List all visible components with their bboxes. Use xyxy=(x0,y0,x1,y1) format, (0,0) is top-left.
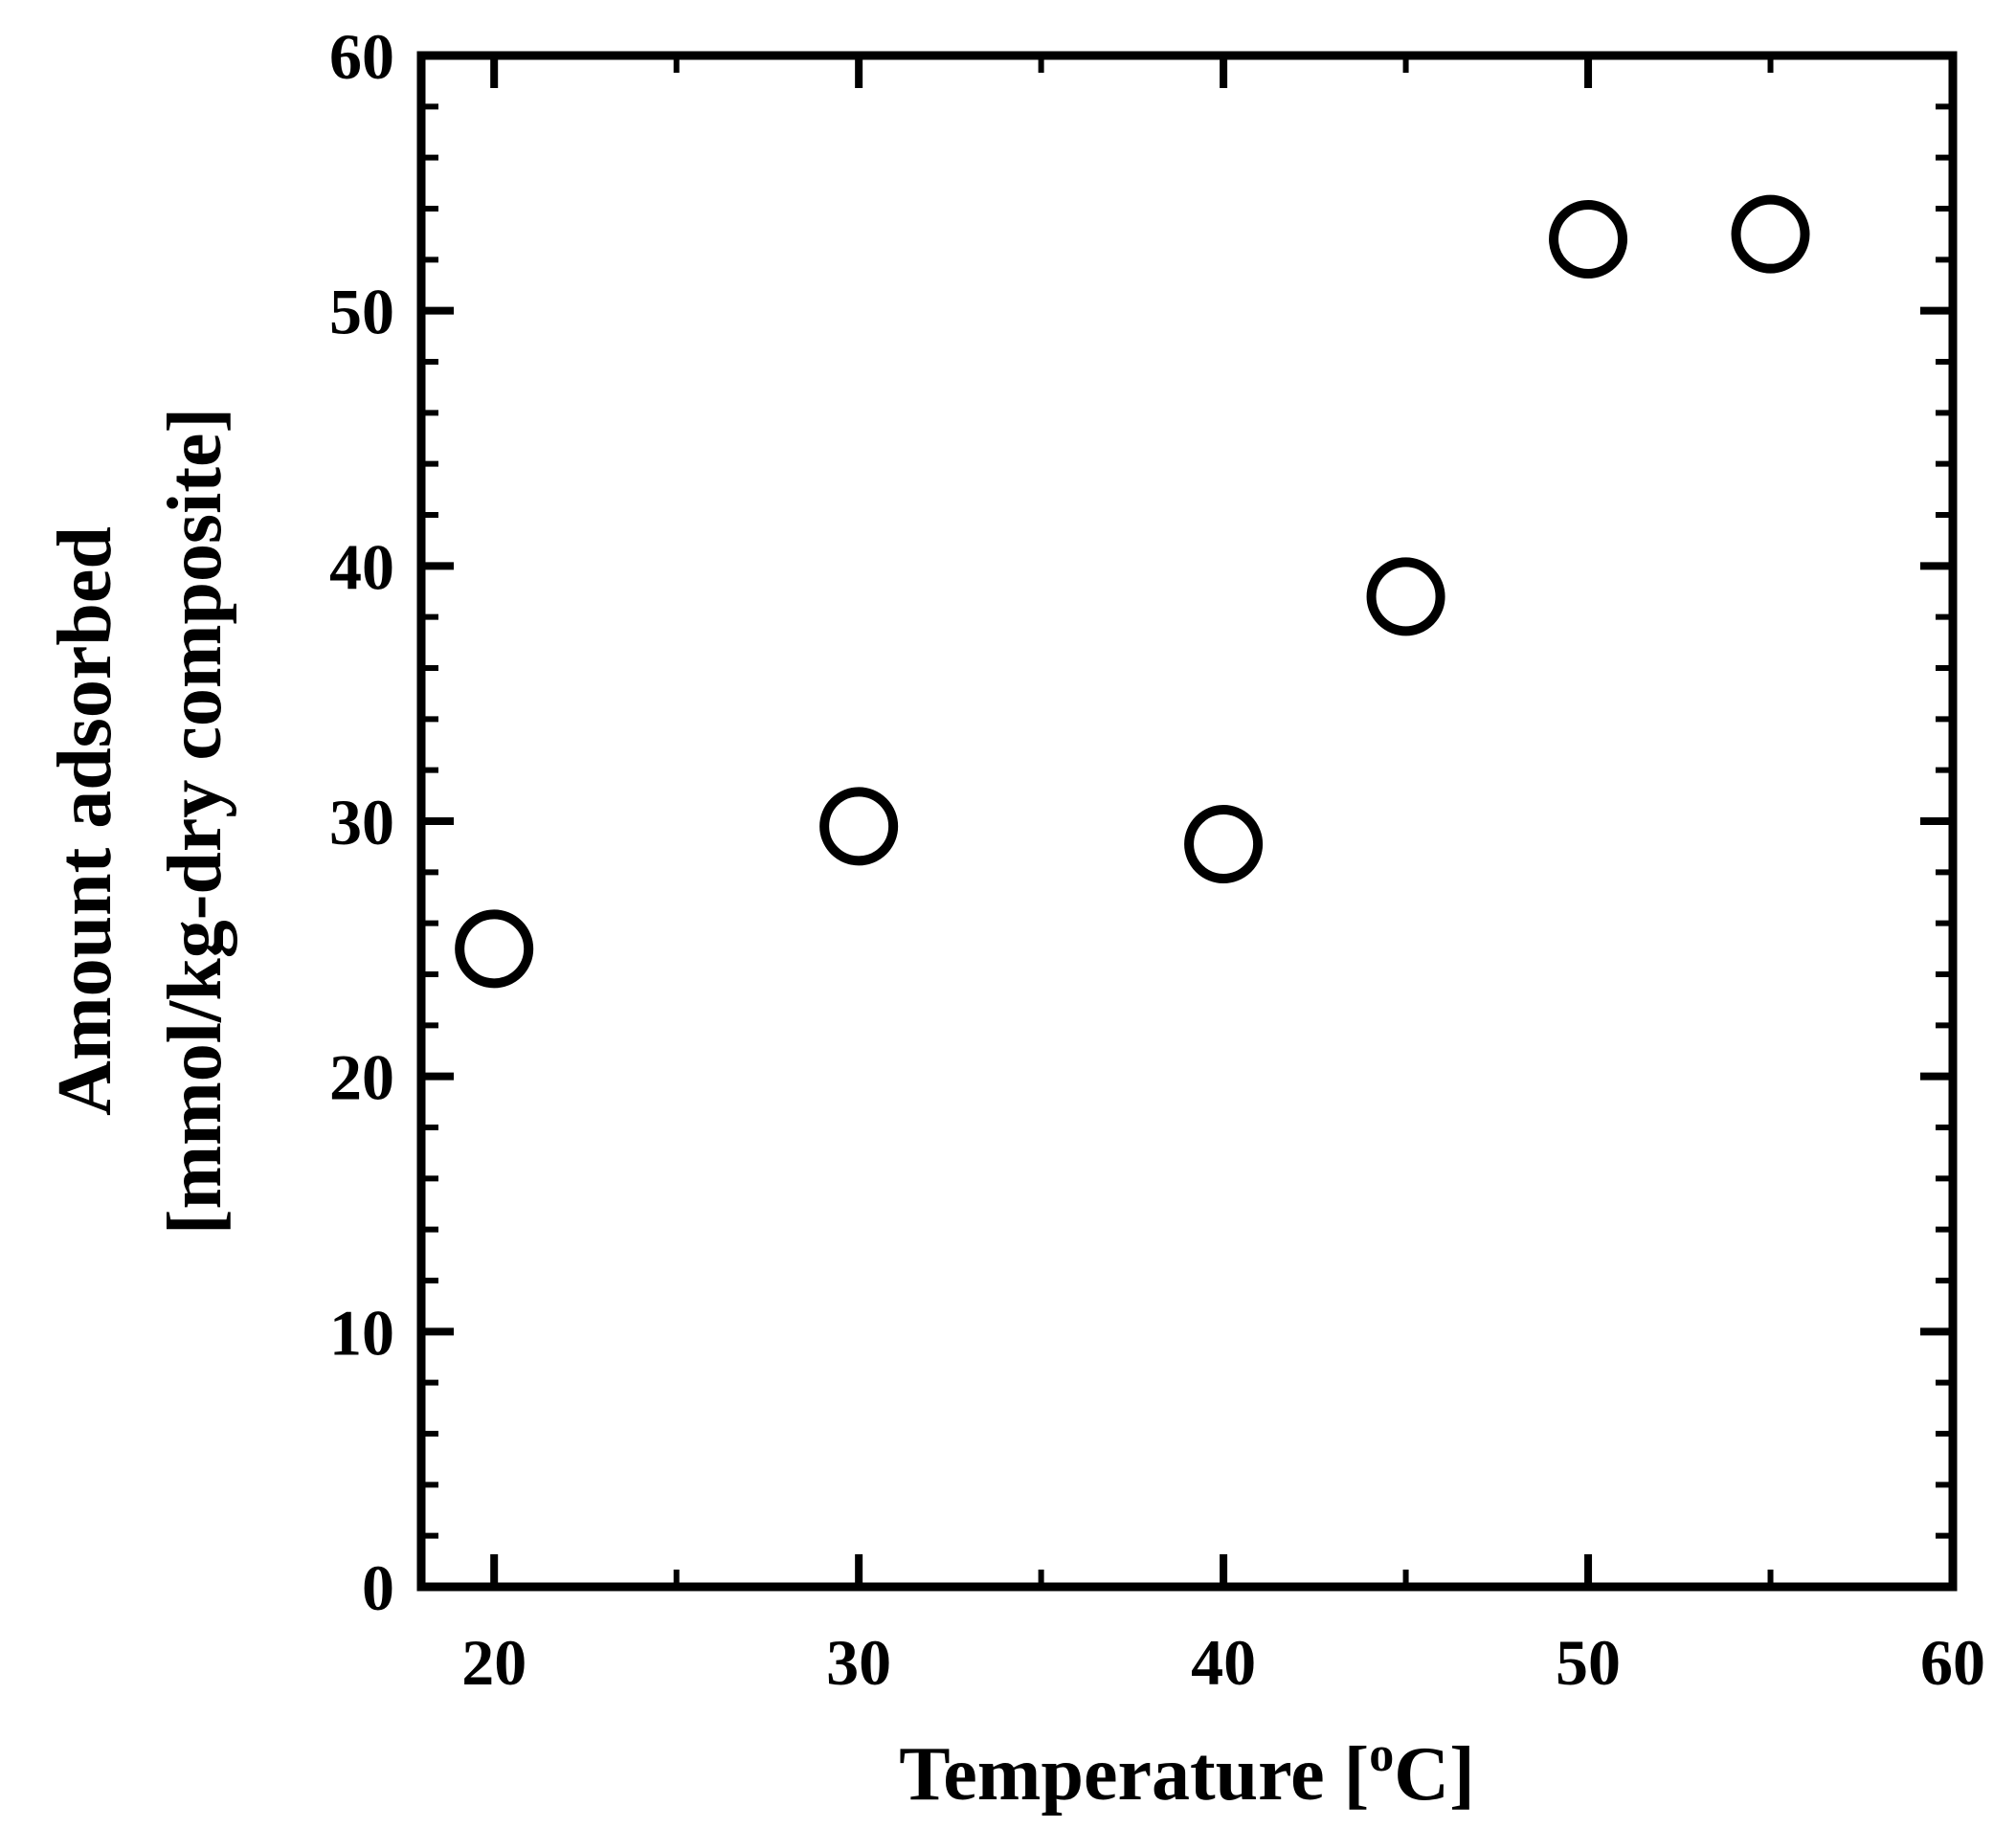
x-tick-label: 40 xyxy=(1191,1626,1256,1699)
y-axis-title-line-1: Amount adsorbed xyxy=(43,526,127,1116)
y-tick-label: 10 xyxy=(329,1296,394,1369)
data-point xyxy=(1549,200,1628,279)
tick-labels: 0 10 20 30 40 50 60 20 30 40 50 60 xyxy=(329,20,1985,1699)
x-tick-label: 20 xyxy=(461,1626,526,1699)
plot-frame xyxy=(416,51,1958,1592)
y-tick-label: 20 xyxy=(329,1041,394,1114)
y-tick-label: 50 xyxy=(329,276,394,348)
data-point xyxy=(1731,194,1810,274)
y-tick-label: 30 xyxy=(329,786,394,858)
y-axis-title-line-2: [mmol/kg-dry composite] xyxy=(153,408,237,1235)
y-tick-label: 40 xyxy=(329,530,394,603)
data-point xyxy=(1184,805,1264,883)
x-tick-label: 60 xyxy=(1920,1626,1985,1699)
data-point xyxy=(455,909,534,989)
data-point xyxy=(819,787,899,866)
y-tick-label: 0 xyxy=(362,1551,394,1624)
x-axis-title: Temperature [oC] xyxy=(899,1728,1474,1817)
axis-ticks xyxy=(421,52,1957,1591)
data-points xyxy=(455,194,1810,989)
x-tick-label: 30 xyxy=(826,1626,891,1699)
y-tick-label: 60 xyxy=(329,20,394,93)
data-point xyxy=(1366,557,1445,636)
x-tick-label: 50 xyxy=(1556,1626,1621,1699)
